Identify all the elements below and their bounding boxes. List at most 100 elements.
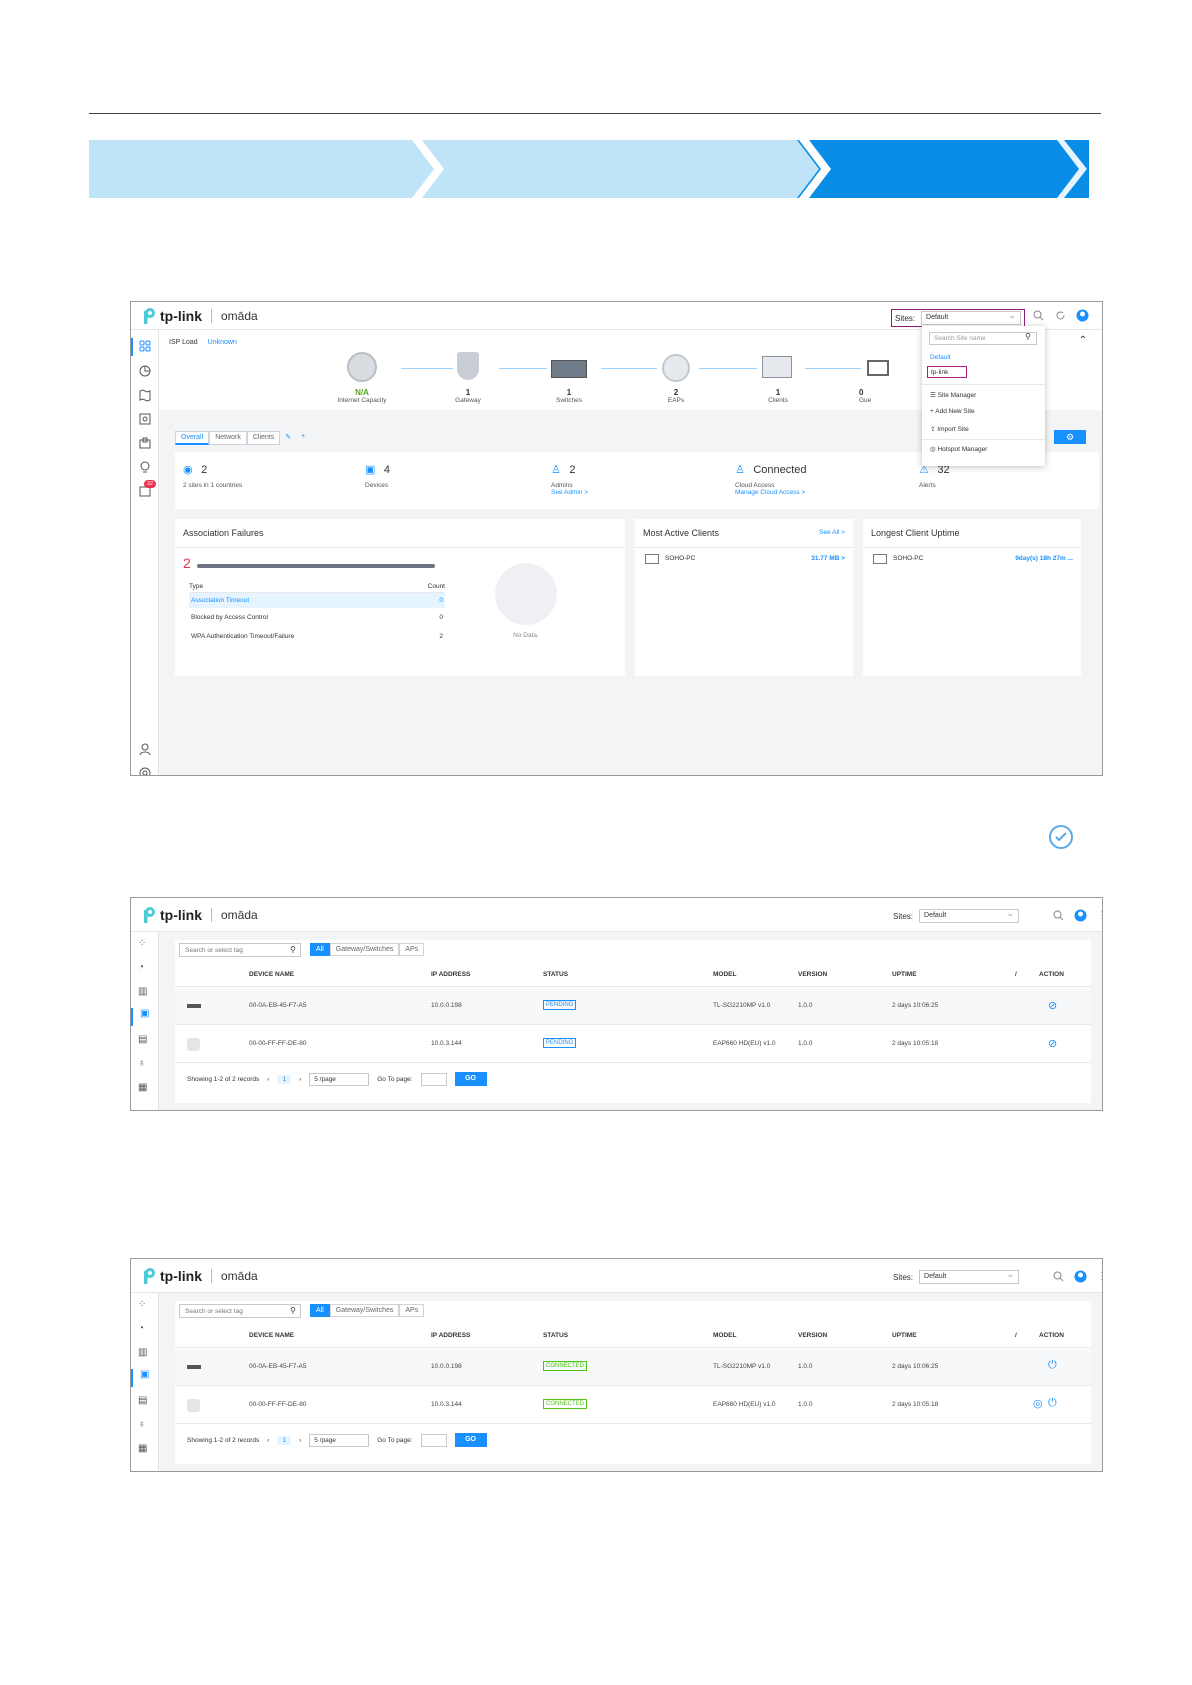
filter-aps[interactable]: APs xyxy=(399,1304,425,1317)
site-option[interactable]: Default xyxy=(930,354,951,361)
isp-load-value[interactable]: Unknown xyxy=(207,339,237,346)
reboot-icon[interactable]: ⏻ xyxy=(1048,1359,1057,1371)
col-status[interactable]: STATUS xyxy=(543,1332,569,1339)
current-page[interactable]: 1 xyxy=(277,1074,292,1084)
see-all-link[interactable]: See All > xyxy=(819,529,845,536)
devices-icon[interactable]: ▣ xyxy=(131,1008,159,1026)
avatar[interactable] xyxy=(1073,908,1087,922)
prev-page-icon[interactable]: ‹ xyxy=(267,1075,270,1083)
logs-icon[interactable]: ▦ xyxy=(138,1443,148,1454)
go-button[interactable]: GO xyxy=(454,1072,487,1086)
failure-row[interactable]: WPA Authentication Timeout/Failure 2 xyxy=(189,627,445,646)
failure-row[interactable]: Association Timeout 0 xyxy=(189,593,445,608)
client-name[interactable]: SOHO-PC xyxy=(665,555,696,562)
collapse-icon[interactable]: ⌃ xyxy=(1078,335,1087,346)
col-uptime[interactable]: UPTIME xyxy=(892,1332,917,1339)
table-row[interactable]: 00-0A-EB-45-F7-A5 10.0.0.198 PENDING TL-… xyxy=(175,988,1091,1025)
site-select[interactable]: Default xyxy=(919,908,1020,923)
customize-button[interactable]: ⚙ xyxy=(1054,430,1086,444)
page-size-select[interactable]: 5 /page xyxy=(309,1072,370,1086)
tag-search-input[interactable]: Search or select tag xyxy=(179,1304,301,1318)
search-icon[interactable] xyxy=(1031,308,1045,322)
insight-icon[interactable]: ♁ xyxy=(138,1419,146,1430)
col-status[interactable]: STATUS xyxy=(543,971,569,978)
clients-icon[interactable] xyxy=(138,436,152,450)
search-icon[interactable] xyxy=(1051,1269,1065,1283)
col-ip-address[interactable]: IP ADDRESS xyxy=(431,1332,471,1339)
clients-icon[interactable]: ▤ xyxy=(138,1034,148,1045)
map-icon[interactable] xyxy=(138,388,152,402)
tab-clients[interactable]: Clients xyxy=(246,431,281,445)
filter-gateway-switches[interactable]: Gateway/Switches xyxy=(329,943,400,956)
search-icon[interactable]: ⚲ xyxy=(290,945,296,954)
filter-gateway-switches[interactable]: Gateway/Switches xyxy=(329,1304,400,1317)
see-admin-link[interactable]: See Admin > xyxy=(551,489,589,496)
add-new-site-item[interactable]: Add New Site xyxy=(935,408,975,415)
avatar[interactable] xyxy=(1075,308,1089,322)
dashboard-icon[interactable] xyxy=(131,338,159,356)
add-tab-icon[interactable]: + xyxy=(301,433,306,440)
col-uptime[interactable]: UPTIME xyxy=(892,971,917,978)
failure-row[interactable]: Blocked by Access Control 0 xyxy=(189,608,445,627)
more-icon[interactable]: ⋮ xyxy=(1095,908,1102,922)
site-search-input[interactable]: Search Site name xyxy=(929,332,1037,345)
map-icon[interactable]: ▥ xyxy=(138,1347,148,1358)
table-row[interactable]: 00-00-FF-FF-DE-80 10.0.3.144 CONNECTED E… xyxy=(175,1387,1091,1424)
manage-cloud-access-link[interactable]: Manage Cloud Access > xyxy=(735,489,806,496)
table-row[interactable]: 00-00-FF-FF-DE-80 10.0.3.144 PENDING EAP… xyxy=(175,1026,1091,1063)
goto-page-input[interactable] xyxy=(420,1072,447,1086)
insight-icon[interactable] xyxy=(138,460,152,474)
adopt-icon[interactable]: ⊘ xyxy=(1048,1038,1058,1050)
site-select[interactable]: Default xyxy=(921,310,1022,325)
more-icon[interactable]: ⋮ xyxy=(1097,308,1102,322)
goto-page-input[interactable] xyxy=(420,1433,447,1447)
edit-icon[interactable]: ✎ xyxy=(285,434,292,441)
client-traffic[interactable]: 31.77 MB > xyxy=(811,555,845,562)
filter-all[interactable]: All xyxy=(310,1304,330,1317)
avatar[interactable] xyxy=(1073,1269,1087,1283)
next-page-icon[interactable]: › xyxy=(299,1436,302,1444)
insight-icon[interactable]: ♁ xyxy=(138,1058,146,1069)
search-icon[interactable]: ⚲ xyxy=(1025,332,1031,341)
col-model[interactable]: MODEL xyxy=(713,971,737,978)
adopt-icon[interactable]: ⊘ xyxy=(1048,1000,1058,1012)
table-row[interactable]: 00-0A-EB-45-F7-A5 10.0.0.198 CONNECTED T… xyxy=(175,1349,1091,1386)
col-device-name[interactable]: DEVICE NAME xyxy=(249,971,295,978)
client-uptime[interactable]: 9day(s) 18h 27m ... xyxy=(1015,555,1073,562)
statistics-icon[interactable]: ◔ xyxy=(138,1323,145,1334)
filter-aps[interactable]: APs xyxy=(399,943,425,956)
hotspot-manager-item[interactable]: Hotspot Manager xyxy=(937,446,988,453)
client-name[interactable]: SOHO-PC xyxy=(893,555,924,562)
dashboard-icon[interactable]: ⁘ xyxy=(138,938,147,949)
col-device-name[interactable]: DEVICE NAME xyxy=(249,1332,295,1339)
tag-search-input[interactable]: Search or select tag xyxy=(179,943,301,957)
page-size-select[interactable]: 5 /page xyxy=(309,1433,370,1447)
filter-all[interactable]: All xyxy=(310,943,330,956)
next-page-icon[interactable]: › xyxy=(299,1075,302,1083)
import-site-item[interactable]: Import Site xyxy=(937,426,969,433)
tab-network[interactable]: Network xyxy=(209,431,247,445)
settings-icon[interactable] xyxy=(138,766,152,775)
devices-icon[interactable]: ▣ xyxy=(131,1369,159,1387)
col-version[interactable]: VERSION xyxy=(798,1332,828,1339)
reboot-icon[interactable]: ⏻ xyxy=(1048,1397,1057,1409)
more-icon[interactable]: ⋮ xyxy=(1095,1269,1102,1283)
refresh-icon[interactable] xyxy=(1053,308,1067,322)
logs-icon[interactable]: ▦ xyxy=(138,1082,148,1093)
tab-overall[interactable]: Overall xyxy=(175,431,210,445)
search-icon[interactable]: ⚲ xyxy=(290,1306,296,1315)
go-button[interactable]: GO xyxy=(454,1433,487,1447)
map-icon[interactable]: ▥ xyxy=(138,986,148,997)
site-select[interactable]: Default xyxy=(919,1269,1020,1284)
site-manager-item[interactable]: Site Manager xyxy=(937,392,977,399)
current-page[interactable]: 1 xyxy=(277,1435,292,1445)
locate-icon[interactable]: ◎ xyxy=(1033,1398,1043,1410)
col-ip-address[interactable]: IP ADDRESS xyxy=(431,971,471,978)
dashboard-icon[interactable]: ⁘ xyxy=(138,1299,147,1310)
statistics-icon[interactable]: ◔ xyxy=(138,962,145,973)
account-icon[interactable] xyxy=(138,742,152,756)
statistics-icon[interactable] xyxy=(138,364,152,378)
clients-icon[interactable]: ▤ xyxy=(138,1395,148,1406)
search-icon[interactable] xyxy=(1051,908,1065,922)
devices-icon[interactable] xyxy=(138,412,152,426)
